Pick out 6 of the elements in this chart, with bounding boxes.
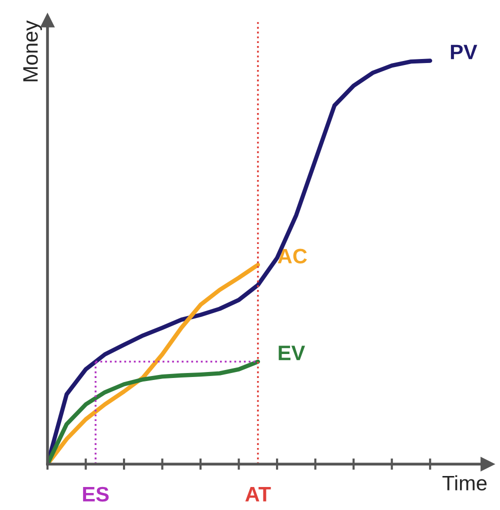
y-axis-title: Money — [23, 20, 42, 82]
text: AT — [245, 487, 271, 502]
series-label: PV — [450, 44, 478, 60]
x-axis-title: Time — [442, 475, 487, 491]
text: ES — [83, 486, 109, 502]
series-label: EV — [278, 346, 306, 360]
